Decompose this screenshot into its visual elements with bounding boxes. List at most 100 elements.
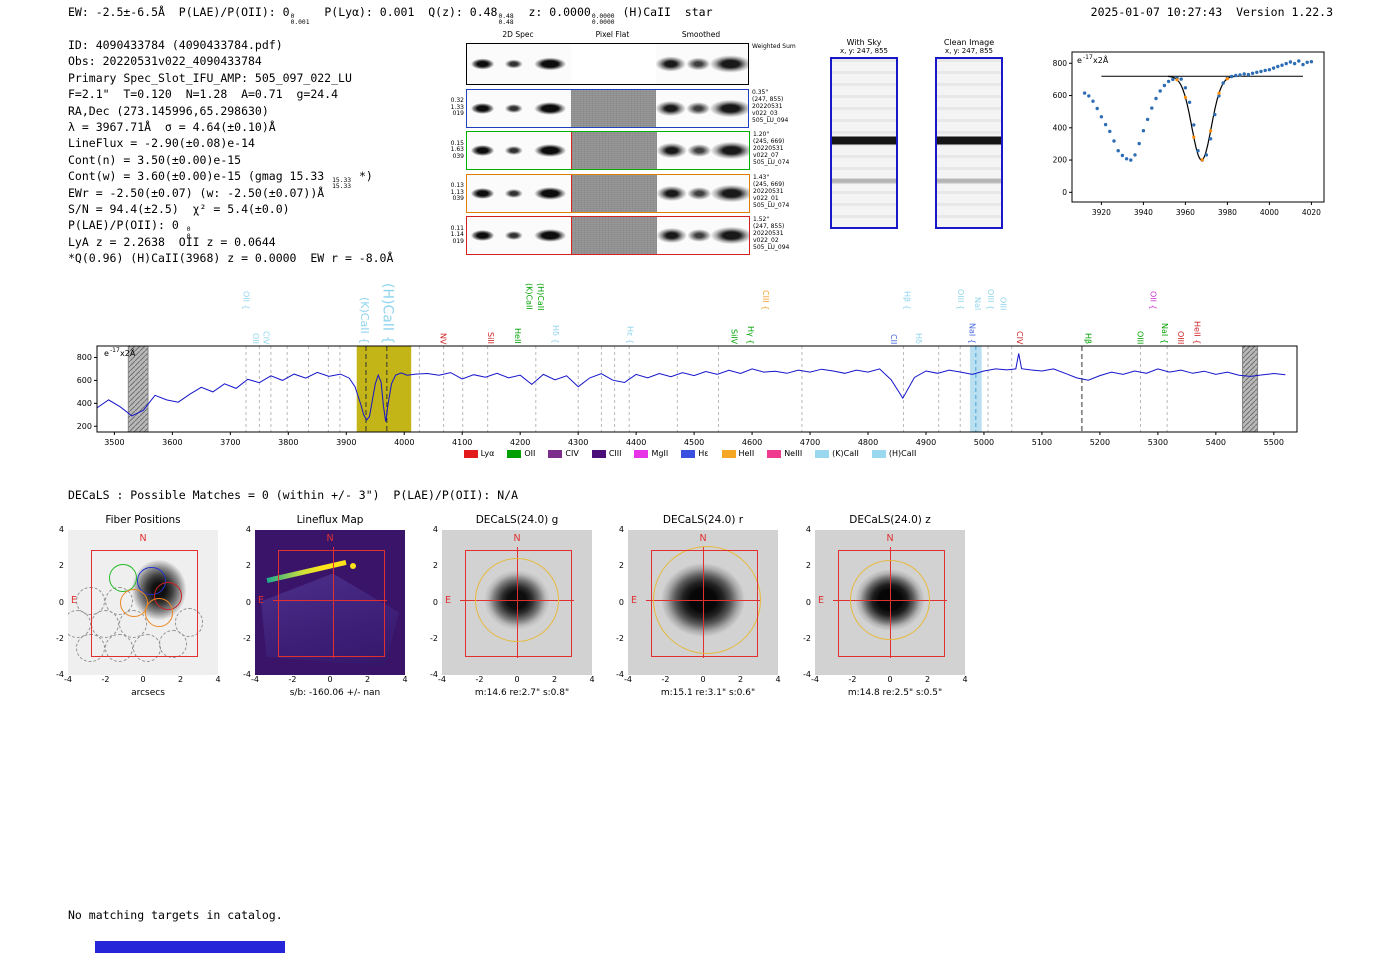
legend-label: HeII bbox=[738, 449, 755, 458]
spectrum-data-point bbox=[1133, 153, 1137, 157]
spectrum-data-point bbox=[1213, 112, 1217, 117]
spectrum-data-point bbox=[1192, 123, 1196, 127]
svg-text:-17: -17 bbox=[110, 347, 120, 354]
bottom-blue-bar bbox=[95, 941, 285, 953]
info-cont-w: Cont(w) = 3.60(±0.00)e-15 (gmag 15.33 15… bbox=[68, 169, 373, 191]
cutout-ytick: 2 bbox=[805, 561, 811, 571]
spectrum-data-point bbox=[1259, 69, 1263, 74]
cutout-xtick: 0 bbox=[887, 675, 893, 684]
spectrum-xtick-label: 4400 bbox=[626, 438, 646, 447]
spectrum-data-point bbox=[1124, 157, 1129, 161]
spectrum-data-point bbox=[1129, 158, 1133, 162]
fiber-circle-highlight bbox=[144, 598, 173, 627]
spectrum-xtick-label: 4300 bbox=[568, 438, 588, 447]
east-label: E bbox=[818, 595, 825, 607]
cutout-ytick: 2 bbox=[432, 561, 438, 571]
cutout-xtick: -2 bbox=[288, 675, 297, 684]
spectrum-data-point bbox=[1221, 81, 1225, 85]
spectrum-data-point bbox=[1091, 99, 1095, 103]
spectrum-data-point bbox=[1234, 73, 1238, 78]
fit-sample-point bbox=[1175, 78, 1179, 82]
cutout-ytick: 2 bbox=[58, 561, 64, 571]
cutout-xtick: 2 bbox=[177, 675, 184, 684]
sky-panel-title: Clean Image bbox=[943, 38, 995, 47]
info-obs: Obs: 20220531v022_4090433784 bbox=[68, 54, 262, 69]
cutout-panel-lineflux: Lineflux Map 4 2 0 -2 -4 N E -4 -2 0 2 4 s/b: -160.06… bbox=[231, 514, 419, 698]
header-ew-plae: EW: -2.5±-6.5Å P(LAE)/P(OII): 0 bbox=[68, 5, 290, 19]
cutout-ytick: -4 bbox=[243, 670, 251, 679]
spectrum-data-point bbox=[1150, 106, 1154, 110]
cutout-caption: m:15.1 re:3.1" s:0.6" bbox=[660, 688, 756, 698]
fiber-circle bbox=[104, 633, 133, 662]
north-label: N bbox=[886, 533, 894, 544]
east-label: E bbox=[258, 595, 265, 607]
flux-units-label: e bbox=[104, 349, 109, 358]
extent-box bbox=[837, 550, 945, 657]
spec2d-header: Smoothed bbox=[681, 30, 721, 39]
spectral-line-label: OIII { bbox=[985, 288, 995, 310]
zoom-ytick-label: 800 bbox=[1053, 59, 1068, 68]
zoom-ytick-label: 600 bbox=[1053, 91, 1068, 100]
legend-label: MgII bbox=[651, 449, 669, 458]
fiber-circle bbox=[174, 608, 203, 637]
legend-label: Hε bbox=[698, 449, 709, 458]
spectrum-xtick-label: 3500 bbox=[104, 438, 124, 447]
info-primary-spec: Primary Spec_Slot_IFU_AMP: 505_097_022_L… bbox=[68, 70, 352, 85]
spectral-line-label: CIII { bbox=[761, 289, 771, 310]
cutout-xtick: -2 bbox=[661, 675, 670, 684]
cutout-title: DECaLS(24.0) z bbox=[849, 514, 931, 526]
cutout-ytick: 2 bbox=[618, 561, 624, 571]
fit-sample-point bbox=[1217, 91, 1221, 95]
pixel-flat-image bbox=[571, 217, 657, 254]
smoothed-image bbox=[656, 44, 748, 84]
legend-swatch bbox=[767, 449, 782, 458]
spectrum-xtick-label: 4600 bbox=[742, 438, 762, 447]
legend-swatch bbox=[815, 449, 830, 458]
fit-sample-point bbox=[1200, 158, 1204, 162]
spec2d-row: 0.32 1.33 019 0.35" (247, 855) 20220531 v022_0… bbox=[443, 88, 815, 128]
sky-image-panels: With Sky x, y: 247, 855 Clean Image x, y: 2… bbox=[828, 38, 1005, 229]
spectrum-data-point bbox=[1242, 72, 1246, 76]
cutout-ytick: 4 bbox=[805, 525, 811, 534]
sky-panel-image bbox=[935, 57, 1003, 229]
spectrum-xtick-label: 4800 bbox=[858, 438, 878, 447]
spec2d-row-annotation: 1.52" (247, 855) 20220531 v022_02 505_LU_094 bbox=[753, 216, 790, 251]
fit-sample-point bbox=[1192, 135, 1196, 139]
smoothed-image bbox=[657, 132, 749, 169]
fiber-circle-highlight bbox=[137, 566, 166, 595]
cutout-xtick: 2 bbox=[924, 675, 931, 684]
crosshair-horizontal bbox=[273, 599, 387, 601]
legend-item: Hε bbox=[681, 449, 709, 458]
cutout-panel-z: DECaLS(24.0) z 4 2 0 -2 -4 N E -4 -2 0 2 4 m:14.8 re:… bbox=[791, 514, 979, 698]
cutout-ytick: 0 bbox=[805, 597, 811, 607]
spectrum-ytick-label: 600 bbox=[77, 376, 92, 385]
spectrum-data-point bbox=[1238, 73, 1242, 77]
cutout-xtick: 4 bbox=[962, 675, 968, 684]
spec2d-image bbox=[467, 217, 571, 254]
masked-band bbox=[127, 345, 149, 433]
fit-sample-point bbox=[1225, 77, 1229, 81]
cutout-xtick: -2 bbox=[475, 675, 484, 684]
spec2d-image bbox=[467, 132, 571, 169]
spectrum-data-point bbox=[1208, 137, 1213, 141]
cutout-ytick: 4 bbox=[245, 525, 251, 534]
svg-text:-17: -17 bbox=[1083, 54, 1093, 61]
spectrum-data-point bbox=[1183, 86, 1188, 90]
zoom-xtick-label: 3940 bbox=[1134, 208, 1153, 217]
cutout-ytick: -4 bbox=[430, 670, 438, 679]
detection-info-block: ID: 4090433784 (4090433784.pdf) Obs: 202… bbox=[68, 37, 393, 266]
legend-item: HeII bbox=[721, 449, 755, 458]
gmag-uncertainty: 15.33 15.33 bbox=[332, 177, 352, 191]
info-redshifts: LyA z = 2.2638 OII z = 0.0644 bbox=[68, 234, 276, 249]
spectrum-xtick-label: 4700 bbox=[800, 438, 820, 447]
spectrum-xtick-label: 5200 bbox=[1090, 438, 1110, 447]
zoom-ytick-label: 400 bbox=[1053, 123, 1068, 132]
info-lineflux: LineFlux = -2.90(±0.08)e-14 bbox=[68, 136, 255, 151]
cutout-caption: arcsecs bbox=[131, 688, 165, 698]
legend-swatch bbox=[507, 449, 522, 458]
spectral-line-label: OII { bbox=[241, 291, 251, 310]
